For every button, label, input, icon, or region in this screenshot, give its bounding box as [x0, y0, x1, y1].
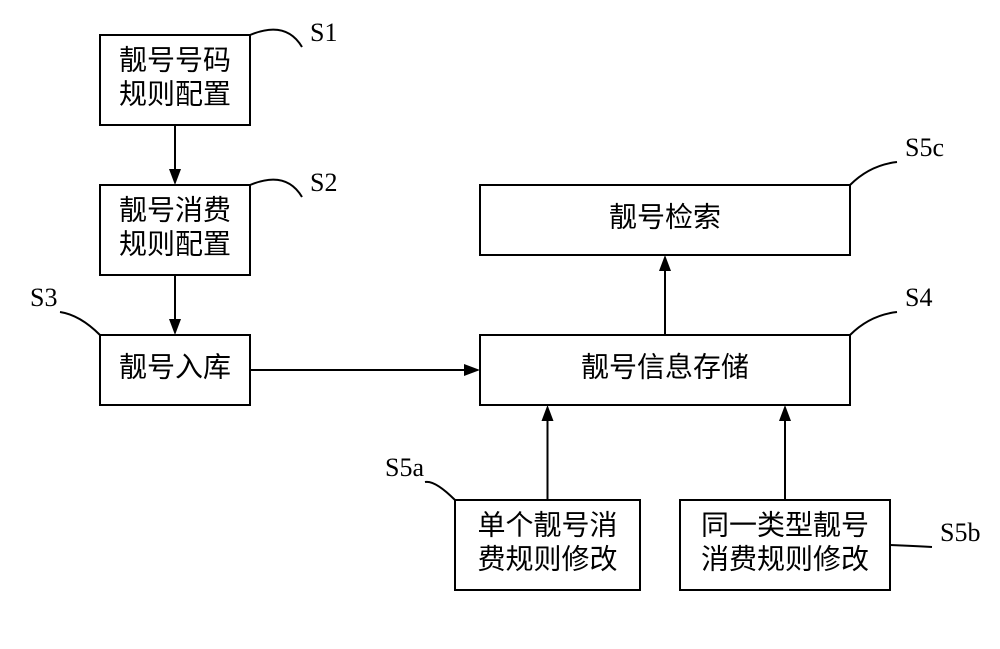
arrowhead-s5b-s4 — [779, 405, 791, 421]
arrowhead-s1-s2 — [169, 169, 181, 185]
callout-L_s5a — [425, 482, 455, 500]
step-label-S5c: S5c — [905, 133, 944, 162]
step-label-S5b: S5b — [940, 518, 980, 547]
step-label-S1: S1 — [310, 18, 337, 47]
callout-L_s2 — [250, 180, 302, 197]
node-s5b-line0: 同一类型靓号 — [701, 509, 869, 541]
arrowhead-s2-s3 — [169, 319, 181, 335]
node-s5a-line0: 单个靓号消 — [477, 509, 617, 541]
node-s3-line0: 靓号入库 — [119, 351, 231, 383]
node-s1-line0: 靓号号码 — [119, 44, 231, 76]
arrowhead-s5a-s4 — [542, 405, 554, 421]
node-s1-line1: 规则配置 — [119, 78, 231, 110]
node-s2-line0: 靓号消费 — [119, 194, 231, 226]
flowchart-diagram: 靓号号码规则配置靓号消费规则配置靓号入库靓号信息存储靓号检索单个靓号消费规则修改… — [0, 0, 1000, 649]
node-s5a-line1: 费规则修改 — [477, 543, 617, 575]
callout-L_s1 — [250, 30, 302, 47]
node-s1: 靓号号码规则配置 — [100, 35, 250, 125]
step-label-S5a: S5a — [385, 453, 424, 482]
arrowhead-s4-s5c — [659, 255, 671, 271]
callout-L_s5c — [850, 162, 897, 185]
step-label-S3: S3 — [30, 283, 57, 312]
node-s5c: 靓号检索 — [480, 185, 850, 255]
callout-L_s3 — [60, 312, 100, 335]
callout-L_s4 — [850, 312, 897, 335]
node-s4: 靓号信息存储 — [480, 335, 850, 405]
node-s5b: 同一类型靓号消费规则修改 — [680, 500, 890, 590]
node-s5c-line0: 靓号检索 — [609, 201, 721, 233]
node-s5b-line1: 消费规则修改 — [701, 543, 869, 575]
node-s5a: 单个靓号消费规则修改 — [455, 500, 640, 590]
step-label-S4: S4 — [905, 283, 932, 312]
node-s2: 靓号消费规则配置 — [100, 185, 250, 275]
node-s3: 靓号入库 — [100, 335, 250, 405]
callout-L_s5b — [890, 545, 932, 547]
node-s2-line1: 规则配置 — [119, 228, 231, 260]
node-s4-line0: 靓号信息存储 — [581, 351, 749, 383]
step-label-S2: S2 — [310, 168, 337, 197]
arrowhead-s3-s4 — [464, 364, 480, 376]
